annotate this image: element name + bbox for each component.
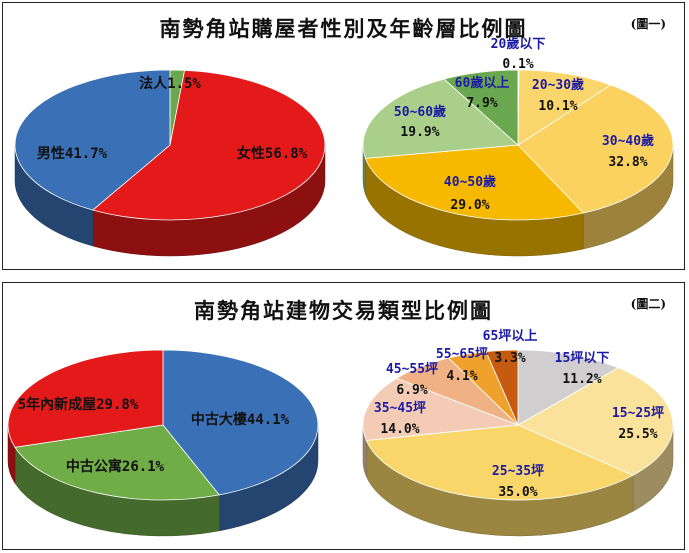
pie-slice-3 xyxy=(7,349,164,448)
pie-slice-7 xyxy=(485,349,519,426)
value-label-2: 25.5% xyxy=(618,427,657,442)
pie-slice-3 xyxy=(517,84,674,214)
pie-chart-2: 20歲以下 0.1% 20~30歲 10.1% 30~40歲 32.8% 40~50歲 29.… xyxy=(362,36,674,257)
value-label-3: 35.0% xyxy=(498,485,537,500)
pie-slice-3 xyxy=(365,424,634,501)
pie-chart-3: 中古大樓44.1% 中古公寓26.1% 5年內新成屋29.8% xyxy=(7,349,319,537)
category-label-3: 25~35坪 xyxy=(492,464,544,479)
value-label-5: 19.9% xyxy=(400,125,439,140)
category-label-5: 45~55坪 xyxy=(386,362,438,377)
data-label-1: 中古大樓44.1% xyxy=(191,411,290,428)
category-label-2: 15~25坪 xyxy=(612,406,664,421)
value-label-5: 6.9% xyxy=(396,383,427,398)
value-label-7: 3.3% xyxy=(494,351,525,366)
value-label-4: 14.0% xyxy=(380,422,419,437)
pie-slice-2 xyxy=(91,69,326,221)
value-label-1: 0.1% xyxy=(502,57,533,72)
value-label-6: 4.1% xyxy=(446,369,477,384)
category-label-7: 65坪以上 xyxy=(483,329,538,344)
category-label-2: 20~30歲 xyxy=(532,77,584,93)
data-label-2: 女性56.8% xyxy=(237,145,308,162)
data-label-2: 中古公寓26.1% xyxy=(66,458,165,475)
category-label-1: 15坪以下 xyxy=(555,351,610,366)
pie-slice-4 xyxy=(362,377,519,441)
data-label-3: 5年內新成屋29.8% xyxy=(18,396,139,413)
chart-title-2: 南勢角站建物交易類型比例圖 xyxy=(194,298,493,323)
pie-slice-1 xyxy=(517,349,620,426)
pie-slice-2 xyxy=(517,69,612,146)
pie-slice-4 xyxy=(364,144,585,221)
pie-labels-4: 15坪以下 11.2% 15~25坪 25.5% 25~35坪 35.0% 35~45坪 14… xyxy=(374,329,664,500)
value-label-2: 10.1% xyxy=(538,99,577,114)
pie-slice-2 xyxy=(517,367,674,476)
data-label-1: 法人1.5% xyxy=(139,75,201,92)
pie-labels-3: 中古大樓44.1% 中古公寓26.1% 5年內新成屋29.8% xyxy=(18,396,290,475)
category-label-4: 35~45坪 xyxy=(374,401,426,416)
category-label-4: 40~50歲 xyxy=(444,174,496,190)
chart-title-1: 南勢角站購屋者性別及年齡層比例圖 xyxy=(159,16,528,41)
category-label-3: 30~40歲 xyxy=(602,133,654,149)
pie-labels-1: 法人1.5% 女性56.8% 男性41.7% xyxy=(37,75,308,162)
pie-labels-2: 20歲以下 0.1% 20~30歲 10.1% 30~40歲 32.8% 40~50歲 29.… xyxy=(394,36,654,213)
pie-chart-1: 法人1.5% 女性56.8% 男性41.7% xyxy=(14,69,326,257)
category-label-1: 20歲以下 xyxy=(491,36,546,52)
category-label-6: 55~65坪 xyxy=(436,347,488,362)
category-label-6: 60歲以上 xyxy=(455,75,510,91)
value-label-4: 29.0% xyxy=(450,198,489,213)
pie-slice-3 xyxy=(14,69,171,211)
pie-slice-2 xyxy=(14,424,220,501)
figure-number-2: (圖二) xyxy=(630,297,666,311)
value-label-1: 11.2% xyxy=(562,372,601,387)
pie-slice-6 xyxy=(443,69,519,146)
pie-chart-4: 15坪以下 11.2% 15~25坪 25.5% 25~35坪 35.0% 35~45坪 14… xyxy=(362,329,674,537)
category-label-5: 50~60歲 xyxy=(394,104,446,120)
pie-slice-5 xyxy=(362,78,519,159)
value-label-3: 32.8% xyxy=(608,155,647,170)
data-label-3: 男性41.7% xyxy=(37,145,108,162)
pie-slice-1 xyxy=(162,349,319,496)
value-label-6: 7.9% xyxy=(466,96,497,111)
figure-number-1: (圖一) xyxy=(630,17,666,31)
